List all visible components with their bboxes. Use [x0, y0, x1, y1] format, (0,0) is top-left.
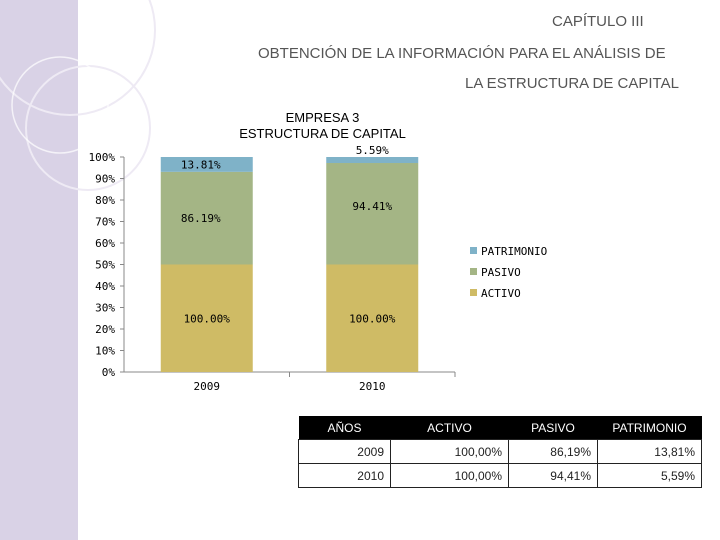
section-subtitle-line-2: LA ESTRUCTURA DE CAPITAL: [465, 75, 679, 92]
table-cell-pasivo: 94,41%: [508, 463, 598, 488]
table-cell-year: 2009: [298, 439, 391, 464]
bar-pasivo: [326, 163, 419, 265]
capital-structure-chart: 0% 10% 20% 30% 40% 50% 60% 70% 80% 90% 100% 100.00%…: [89, 144, 548, 393]
data-label-activo: 100.00%: [184, 313, 231, 326]
y-tick-label: 80%: [95, 194, 115, 207]
table-cell-activo: 100,00%: [390, 439, 509, 464]
header-pasivo: PASIVO: [508, 416, 598, 440]
bar-patrimonio: [160, 157, 253, 172]
chapter-title: CAPÍTULO III: [552, 13, 644, 30]
legend-patrimonio-label: PATRIMONIO: [481, 245, 547, 258]
table-cell-pasivo: 86,19%: [508, 439, 598, 464]
bar-pasivo: [160, 171, 253, 265]
y-tick-label: 20%: [95, 323, 115, 336]
data-label-patrimonio: 13.81%: [181, 158, 221, 171]
table-row: 2009 100,00% 86,19% 13,81%: [298, 439, 702, 464]
header-patrimonio: PATRIMONIO: [597, 416, 702, 440]
data-label-patrimonio: 5.59%: [356, 144, 389, 157]
y-tick-label: 70%: [95, 216, 115, 229]
x-tick-label: 2009: [194, 380, 221, 393]
legend-pasivo-swatch: [470, 268, 477, 275]
legend-activo-label: ACTIVO: [481, 287, 521, 300]
x-tick-label: 2010: [359, 380, 386, 393]
chart-title-line-1: EMPRESA 3: [285, 110, 360, 125]
bar-activo: [326, 264, 419, 372]
legend-activo-swatch: [470, 289, 477, 296]
table-cell-year: 2010: [298, 463, 391, 488]
y-tick-label: 0%: [102, 366, 116, 379]
y-tick-label: 100%: [89, 151, 116, 164]
table-cell-activo: 100,00%: [390, 463, 509, 488]
y-tick-label: 50%: [95, 259, 115, 272]
header-years: AÑOS: [298, 416, 391, 440]
capital-structure-table: AÑOS ACTIVO PASIVO PATRIMONIO 2009 100,0…: [298, 416, 702, 488]
section-subtitle-line-1: OBTENCIÓN DE LA INFORMACIÓN PARA EL ANÁL…: [258, 45, 666, 62]
y-tick-label: 60%: [95, 237, 115, 250]
header-activo: ACTIVO: [390, 416, 509, 440]
data-label-activo: 100.00%: [349, 313, 396, 326]
table-row: 2010 100,00% 94,41% 5,59%: [298, 463, 702, 488]
table-cell-patrimonio: 13,81%: [597, 439, 702, 464]
data-label-pasivo: 94.41%: [352, 200, 392, 213]
legend-patrimonio-swatch: [470, 247, 477, 254]
data-label-pasivo: 86.19%: [181, 212, 221, 225]
bar-patrimonio: [326, 157, 419, 164]
y-tick-label: 10%: [95, 345, 115, 358]
table-cell-patrimonio: 5,59%: [597, 463, 702, 488]
legend-pasivo-label: PASIVO: [481, 266, 521, 279]
bar-activo: [160, 264, 253, 372]
y-tick-label: 90%: [95, 173, 115, 186]
table-header-row: AÑOS ACTIVO PASIVO PATRIMONIO: [298, 416, 702, 440]
y-tick-label: 30%: [95, 302, 115, 315]
chart-title-line-2: ESTRUCTURA DE CAPITAL: [239, 126, 406, 141]
y-tick-label: 40%: [95, 280, 115, 293]
